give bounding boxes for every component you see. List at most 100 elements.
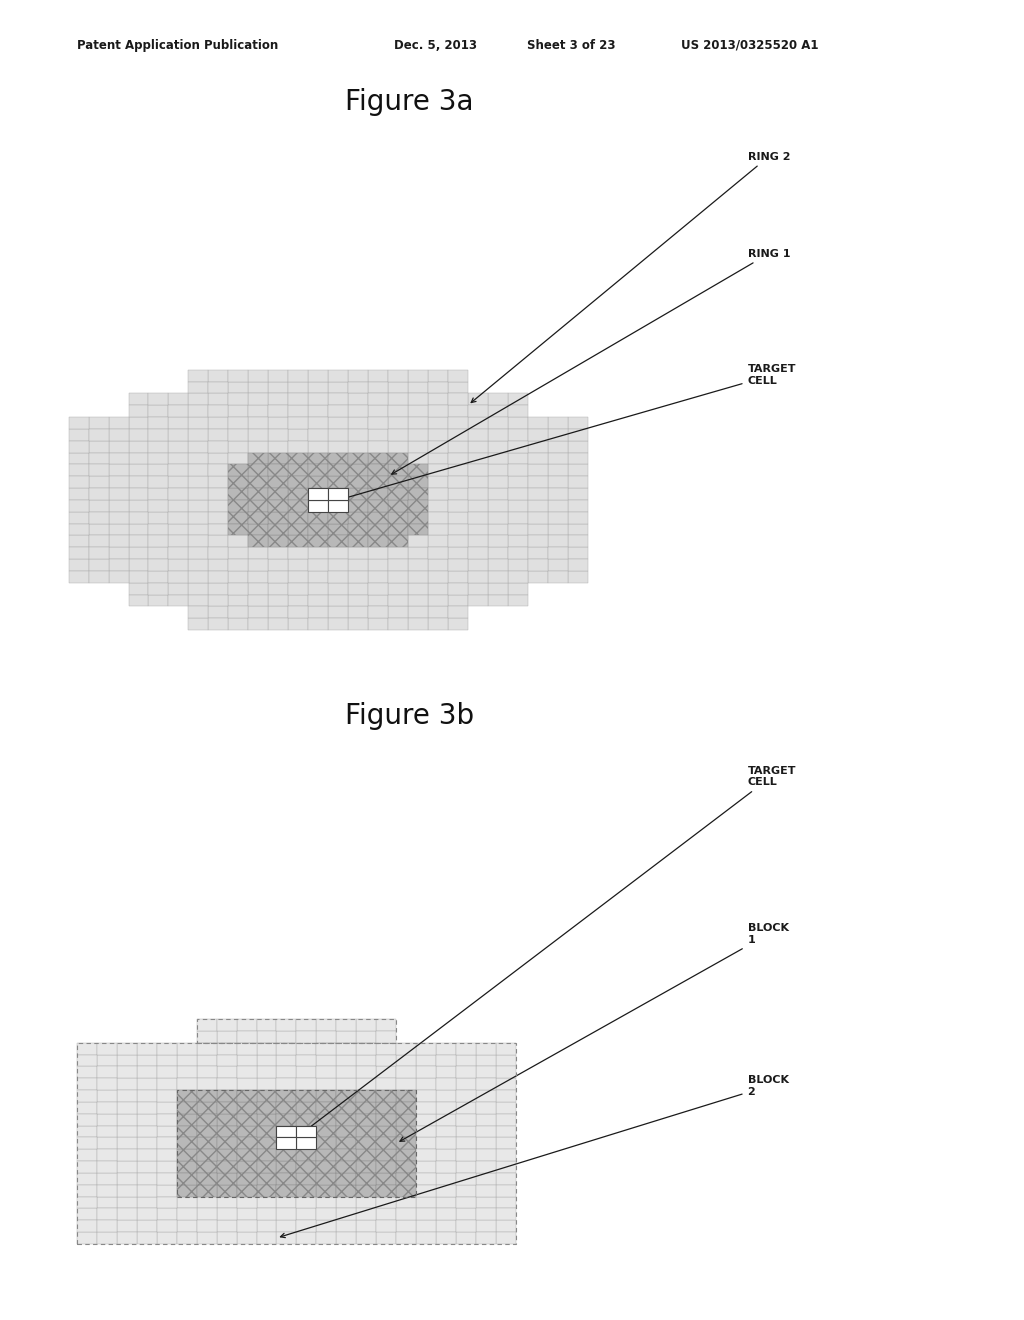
Bar	[508, 441, 528, 453]
Bar	[117, 1220, 136, 1232]
Bar	[168, 488, 188, 500]
Bar	[268, 548, 289, 560]
Bar	[217, 1150, 237, 1162]
Bar	[496, 1150, 516, 1162]
Bar	[449, 572, 468, 583]
Bar	[228, 572, 248, 583]
Bar	[77, 1208, 96, 1220]
Bar	[289, 417, 308, 429]
Bar	[176, 1055, 197, 1067]
Bar	[256, 1031, 276, 1043]
Bar	[137, 1090, 157, 1102]
Bar	[396, 1185, 416, 1197]
Bar	[476, 1162, 497, 1173]
Bar	[496, 1126, 516, 1138]
Bar	[217, 1067, 237, 1078]
Bar	[487, 536, 508, 548]
Bar	[248, 393, 268, 405]
Bar	[308, 488, 328, 500]
Bar	[148, 594, 168, 606]
Bar	[308, 500, 328, 512]
Bar	[496, 1114, 516, 1126]
Bar	[476, 1067, 497, 1078]
Bar	[496, 1055, 516, 1067]
Bar	[276, 1232, 297, 1243]
Bar	[89, 572, 109, 583]
Bar	[476, 1114, 497, 1126]
Bar	[369, 548, 388, 560]
Bar	[148, 453, 168, 465]
Bar	[228, 606, 248, 618]
Bar	[356, 1208, 377, 1220]
Bar	[96, 1090, 117, 1102]
Bar	[416, 1055, 436, 1067]
Bar	[129, 560, 148, 572]
Bar	[289, 441, 308, 453]
Bar	[188, 465, 209, 477]
Bar	[548, 429, 567, 441]
Bar	[308, 548, 328, 560]
Bar	[109, 453, 129, 465]
Bar	[369, 393, 388, 405]
Bar	[109, 441, 129, 453]
Bar	[356, 1078, 377, 1090]
Bar	[567, 536, 588, 548]
Bar	[408, 465, 428, 477]
Bar	[69, 429, 89, 441]
Bar	[276, 1019, 297, 1031]
Bar	[316, 1114, 336, 1126]
Bar	[289, 583, 308, 594]
Bar	[237, 1090, 256, 1102]
Bar	[168, 429, 188, 441]
Bar	[428, 441, 449, 453]
Bar	[276, 1150, 297, 1162]
Bar	[129, 548, 148, 560]
Bar	[348, 441, 369, 453]
Bar	[548, 572, 567, 583]
Bar	[388, 370, 408, 381]
Bar	[276, 1067, 297, 1078]
Bar	[117, 1150, 136, 1162]
Bar	[436, 1220, 457, 1232]
Bar	[77, 1126, 96, 1138]
Bar	[476, 1126, 497, 1138]
Bar	[548, 560, 567, 572]
Bar	[328, 429, 348, 441]
Bar	[217, 1197, 237, 1208]
Bar	[476, 1208, 497, 1220]
Bar	[508, 429, 528, 441]
Bar	[356, 1185, 377, 1197]
Bar	[168, 560, 188, 572]
Bar	[316, 1102, 336, 1114]
Bar	[377, 1019, 396, 1031]
Bar	[256, 1162, 276, 1173]
Bar	[369, 465, 388, 477]
Bar	[297, 1114, 316, 1126]
Bar	[496, 1078, 516, 1090]
Bar	[369, 477, 388, 488]
Bar	[109, 488, 129, 500]
Bar	[69, 488, 89, 500]
Bar	[308, 465, 328, 477]
Bar	[148, 405, 168, 417]
Bar	[176, 1067, 197, 1078]
Bar	[209, 548, 228, 560]
Bar	[476, 1220, 497, 1232]
Bar	[188, 548, 209, 560]
Bar	[217, 1055, 237, 1067]
Bar	[197, 1031, 217, 1043]
Bar	[567, 548, 588, 560]
Bar	[276, 1138, 297, 1150]
Bar	[316, 1055, 336, 1067]
Bar	[496, 1173, 516, 1185]
Bar	[496, 1138, 516, 1150]
Bar	[276, 1126, 297, 1138]
Bar	[77, 1043, 96, 1055]
Bar	[297, 1031, 316, 1043]
Bar	[449, 500, 468, 512]
Bar	[567, 477, 588, 488]
Bar	[188, 594, 209, 606]
Bar	[209, 441, 228, 453]
Bar	[69, 524, 89, 536]
Bar	[168, 524, 188, 536]
